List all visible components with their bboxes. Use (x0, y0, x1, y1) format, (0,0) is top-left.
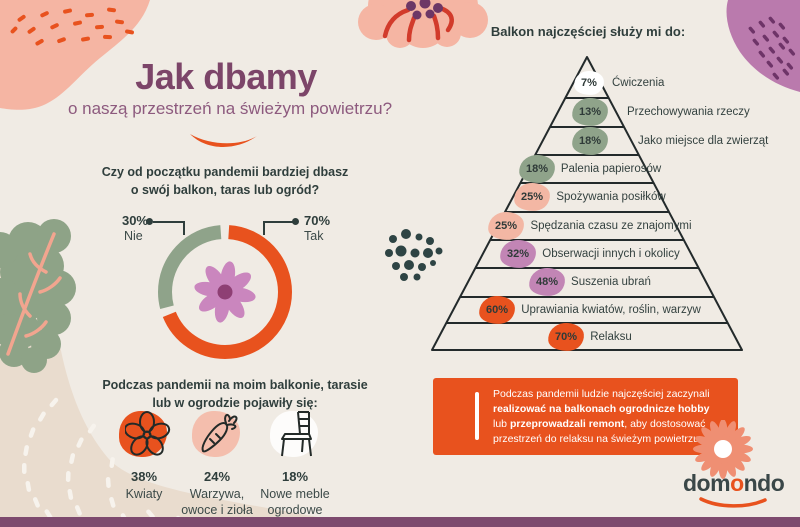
carrot-icon (201, 413, 238, 453)
donut-arc-tak (158, 225, 292, 359)
info-line2: realizować na balkonach ogrodnicze hobby (493, 403, 710, 415)
row-label: Spędzania czasu ze znajomymi (530, 220, 692, 232)
info-line3: lub przeprowadzali remont, aby dostosowa… (493, 418, 706, 430)
pct-blob: 60% (478, 294, 517, 326)
page-subtitle: o naszą przestrzeń na świeżym powietrzu? (67, 99, 393, 118)
page-title: Jak dbamy (135, 56, 317, 97)
topleft-orange-dashes (10, 7, 134, 46)
donut-right-label: Tak (304, 229, 324, 243)
pyramid-row: 60% Uprawiania kwiatów, roślin, warzyw (425, 294, 755, 326)
row-label: Suszenia ubrań (571, 276, 651, 288)
item-furniture: 18% Nowe meble ogrodowe (245, 408, 345, 518)
right-callout-dot (292, 218, 299, 225)
right-callout-line-v (263, 221, 265, 235)
item-vegetables: 24% Warzywa, owoce i zioła (167, 408, 267, 518)
pyramid-row: 13% Przechowywania rzeczy (425, 96, 755, 128)
items-title-line2: lub w ogrodzie pojawiły się: (152, 396, 318, 410)
flower-icon (125, 411, 171, 456)
left-callout-line-v (183, 221, 185, 235)
donut-left-label: Nie (124, 229, 143, 243)
donut-arc-nie (158, 225, 292, 359)
row-label: Relaksu (590, 331, 632, 343)
item-label: Nowe meble ogrodowe (260, 487, 330, 517)
pyramid-row: 32% Obserwacji innych i okolicy (425, 238, 755, 270)
item-pct: 24% (203, 469, 231, 484)
row-label: Uprawiania kwiatów, roślin, warzyw (521, 304, 701, 316)
topright-purple-dashes (748, 16, 796, 80)
row-label: Palenia papierosów (560, 163, 662, 175)
pyramid-row: 18% Palenia papierosów (425, 153, 755, 185)
top-flower-decoration (358, 0, 488, 48)
info-box: Podczas pandemii ludzie najczęściej zacz… (433, 378, 738, 455)
flower-item-blob (119, 408, 171, 460)
pyramid-row: 48% Suszenia ubrań (425, 266, 755, 298)
carrot-item-blob (192, 408, 242, 460)
pct-blob: 13% (570, 96, 610, 128)
item-pct: 38% (130, 469, 158, 484)
topright-blob (726, 0, 800, 92)
item-pct: 18% (281, 469, 309, 484)
items-title-line1: Podczas pandemii na moim balkonie, taras… (102, 378, 368, 392)
info-line4: przestrzeń do relaksu na świeżym powietr… (493, 433, 702, 445)
donut-question: Czy od początku pandemii bardziej dbasz … (55, 163, 395, 199)
pct-blob: 18% (570, 125, 610, 157)
row-label: Obserwacji innych i okolicy (542, 248, 680, 260)
pyramid-chart: 7% Ćwiczenia 13% Przechowywania rzeczy 1… (425, 50, 768, 360)
pct-blob: 25% (487, 210, 526, 242)
row-label: Jako miejsce dla zwierząt (638, 135, 769, 147)
item-label: Kwiaty (125, 487, 163, 501)
pyramid-row: 18% Jako miejsce dla zwierząt (425, 125, 768, 157)
title-swoosh-decoration (190, 134, 257, 147)
pyramid-row: 7% Ćwiczenia (425, 69, 755, 97)
pct-blob: 32% (499, 238, 538, 270)
pct-blob: 70% (547, 321, 586, 353)
left-callout-dot (146, 218, 153, 225)
pyramid-row: 25% Spożywania posiłków (425, 181, 755, 213)
donut-question-line1: Czy od początku pandemii bardziej dbasz (101, 165, 349, 179)
chair-item-blob (270, 408, 320, 460)
item-flowers: 38% Kwiaty (94, 408, 194, 502)
donut-center-flower (194, 261, 256, 323)
pyramid-row: 70% Relaksu (425, 321, 755, 353)
box-corner-flower-decoration (693, 420, 753, 479)
left-callout-line-h (153, 221, 185, 223)
logo-part1: dom (683, 470, 731, 496)
bottom-bar (0, 517, 800, 527)
info-box-accent-bar (475, 392, 479, 440)
pct-blob: 18% (517, 153, 556, 185)
domondo-logo: domondo (683, 470, 785, 508)
donut-question-line2: o swój balkon, taras lub ogród? (130, 183, 320, 197)
donut-left-pct: 30% (121, 213, 148, 228)
info-line1: Podczas pandemii ludzie najczęściej zacz… (493, 388, 710, 400)
chair-icon (281, 411, 312, 457)
logo-part2: o (730, 470, 744, 496)
pyramid-title: Balkon najczęściej służy mi do: (490, 24, 686, 39)
pct-blob: 25% (513, 181, 552, 213)
pct-blob: 48% (527, 266, 567, 298)
items-section-title: Podczas pandemii na moim balkonie, taras… (65, 376, 405, 412)
row-label: Przechowywania rzeczy (627, 106, 750, 118)
right-callout-line-h (263, 221, 293, 223)
leaf-decoration (0, 219, 76, 373)
info-box-text: Podczas pandemii ludzie najczęściej zacz… (493, 387, 733, 447)
pyramid-row: 25% Spędzania czasu ze znajomymi (425, 210, 755, 242)
dots-cluster-decoration (385, 229, 443, 281)
row-label: Spożywania posiłków (556, 191, 666, 203)
logo-part3: ndo (743, 470, 785, 496)
pct-blob: 7% (573, 69, 605, 97)
logo-swoosh (699, 497, 767, 508)
item-label: Warzywa, owoce i zioła (181, 487, 253, 517)
topleft-blob (0, 0, 150, 110)
row-label: Ćwiczenia (612, 77, 665, 89)
donut-right-pct: 70% (304, 213, 331, 228)
donut-chart (158, 225, 292, 359)
bottomleft-beige-blob (0, 262, 368, 527)
